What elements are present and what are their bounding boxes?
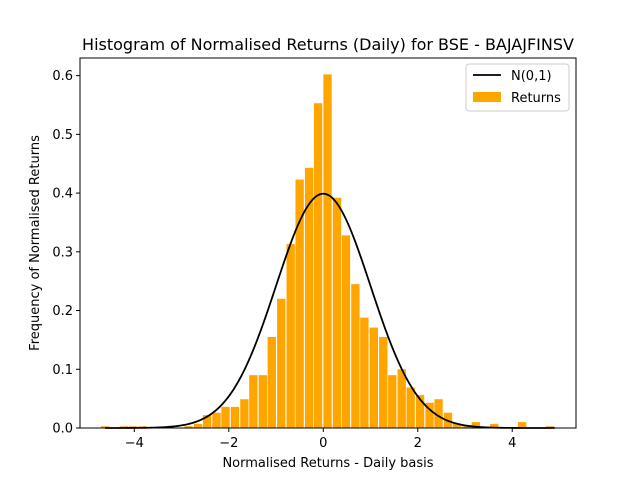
y-tick-label: 0.1 xyxy=(52,363,73,378)
histogram-bar-24 xyxy=(369,327,378,428)
y-tick-label: 0.0 xyxy=(52,422,73,437)
histogram-bar-4 xyxy=(184,426,193,428)
histogram-bar-29 xyxy=(415,395,425,428)
plot-frame xyxy=(79,57,577,429)
histogram-bar-14 xyxy=(277,298,286,428)
histogram-bar-21 xyxy=(341,235,351,428)
y-tick-label: 0.2 xyxy=(52,304,73,319)
plot-area: −4 −2 0 2 4 0.0 0.1 0.2 0.3 0.4 0.5 0.6 xyxy=(52,57,577,451)
histogram-bar-9 xyxy=(230,406,240,428)
histogram-bar-23 xyxy=(360,317,369,428)
y-axis-ticks: 0.0 0.1 0.2 0.3 0.4 0.5 0.6 xyxy=(52,69,80,437)
x-axis-label: Normalised Returns - Daily basis xyxy=(222,456,433,471)
histogram-bar-27 xyxy=(397,369,406,428)
histogram-bar-26 xyxy=(388,375,397,428)
legend-label-normal: N(0,1) xyxy=(511,69,552,84)
histogram-bar-13 xyxy=(267,336,276,428)
histogram-bar-31 xyxy=(434,399,443,428)
x-tick-label: 0 xyxy=(319,436,327,451)
normal-curve-line xyxy=(105,192,555,429)
histogram-bar-11 xyxy=(249,375,258,428)
y-axis-label: Frequency of Normalised Returns xyxy=(28,135,43,351)
histogram-bar-22 xyxy=(351,284,360,428)
x-tick-label: 4 xyxy=(508,436,516,451)
histogram-bar-35 xyxy=(471,422,481,428)
histogram-bar-28 xyxy=(406,387,415,428)
legend-label-returns: Returns xyxy=(511,91,561,106)
legend-bar-swatch xyxy=(473,92,501,102)
histogram-bar-19 xyxy=(323,74,332,428)
histogram-bar-30 xyxy=(425,402,434,428)
histogram-bar-36 xyxy=(490,423,499,428)
x-axis-ticks: −4 −2 0 2 4 xyxy=(125,428,516,451)
histogram-bar-37 xyxy=(517,422,527,428)
histogram-bar-15 xyxy=(286,244,295,428)
histogram-bar-25 xyxy=(379,336,388,428)
histogram-bar-6 xyxy=(202,415,212,428)
y-tick-label: 0.6 xyxy=(52,69,73,84)
histogram-bar-0 xyxy=(100,426,110,428)
histogram-bar-16 xyxy=(295,179,304,428)
histogram-bar-8 xyxy=(221,406,230,428)
y-tick-label: 0.4 xyxy=(52,187,73,202)
histogram-bar-10 xyxy=(240,399,249,428)
histogram-bar-34 xyxy=(462,426,471,428)
histogram-bar-5 xyxy=(193,423,203,428)
y-tick-label: 0.3 xyxy=(52,245,73,260)
legend: N(0,1) Returns xyxy=(465,63,570,112)
chart-title: Histogram of Normalised Returns (Daily) … xyxy=(82,35,574,54)
histogram-bar-33 xyxy=(452,423,462,428)
histogram-bars xyxy=(100,74,555,428)
x-tick-label: −4 xyxy=(125,436,144,451)
histogram-bar-17 xyxy=(304,167,314,428)
histogram-bar-12 xyxy=(258,375,267,428)
histogram-bar-20 xyxy=(332,197,342,428)
x-tick-label: −2 xyxy=(219,436,238,451)
y-tick-label: 0.5 xyxy=(52,128,73,143)
histogram-bar-18 xyxy=(313,103,323,428)
histogram-bar-7 xyxy=(212,412,221,428)
x-tick-label: 2 xyxy=(414,436,422,451)
